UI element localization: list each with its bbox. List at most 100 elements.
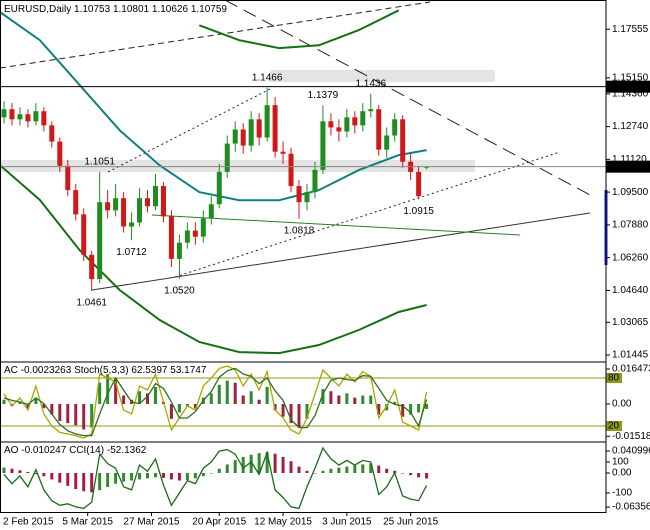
- candle-body: [288, 153, 294, 187]
- trend-line: [224, 0, 593, 197]
- histogram-bar: [361, 395, 365, 404]
- histogram-bar: [361, 464, 365, 474]
- header-item: 1.10626: [152, 4, 189, 15]
- indicator-line: [3, 367, 428, 437]
- candle-body: [392, 119, 398, 136]
- candle-body: [192, 230, 198, 237]
- histogram-bar: [353, 397, 357, 404]
- histogram-bar: [313, 473, 317, 474]
- y2-tick-label: -100: [612, 488, 632, 499]
- candle-body: [49, 125, 55, 142]
- histogram-bar: [369, 463, 373, 474]
- histogram-bar: [50, 473, 54, 480]
- histogram-bar: [18, 401, 22, 404]
- y-tick-label: 0.00: [612, 399, 632, 410]
- candle-body: [184, 230, 190, 243]
- histogram-bar: [345, 393, 349, 404]
- histogram-bar: [417, 403, 421, 413]
- histogram-bar: [153, 473, 157, 478]
- histogram-bar: [385, 468, 389, 474]
- histogram-bar: [257, 399, 261, 404]
- histogram-bar: [50, 403, 54, 415]
- histogram-bar: [425, 473, 429, 479]
- y-tick-label: 0.016473: [612, 364, 650, 375]
- histogram-bar: [26, 403, 30, 409]
- histogram-bar: [393, 401, 397, 404]
- histogram-bar: [313, 403, 317, 405]
- price-annotation: 1.1436: [355, 78, 386, 89]
- histogram-bar: [98, 382, 102, 404]
- histogram-bar: [425, 403, 429, 409]
- candle-body: [121, 198, 127, 227]
- trend-line: [91, 212, 591, 291]
- y-tick-label: 1.03065: [612, 317, 649, 328]
- candle-body: [224, 143, 230, 172]
- histogram-bar: [289, 461, 293, 474]
- header-item: EURUSD,Daily: [4, 4, 71, 15]
- histogram-bar: [161, 473, 165, 478]
- histogram-bar: [329, 468, 333, 474]
- y-tick-label: 1.17555: [612, 24, 649, 35]
- x-tick-label: 27 Mar 2015: [123, 517, 180, 528]
- candle-body: [280, 151, 286, 154]
- header-item: AO: [4, 445, 19, 456]
- histogram-bar: [377, 465, 381, 474]
- candle-body: [57, 141, 63, 166]
- candle-body: [240, 129, 246, 146]
- histogram-bar: [42, 473, 46, 477]
- histogram-bar: [265, 386, 269, 404]
- price-annotation: 1.0712: [116, 247, 147, 258]
- candle-body: [73, 190, 79, 215]
- histogram-bar: [225, 380, 229, 404]
- y-tick-label: 1.14360: [612, 88, 649, 99]
- histogram-bar: [345, 466, 349, 474]
- histogram-bar: [58, 473, 62, 483]
- histogram-bar: [241, 456, 245, 474]
- candle-body: [17, 114, 23, 120]
- histogram-bar: [2, 467, 6, 474]
- histogram-bar: [249, 454, 253, 474]
- candle-body: [25, 114, 31, 122]
- histogram-bar: [289, 403, 293, 424]
- header-item: CCI(14): [69, 445, 104, 456]
- candle-body: [304, 192, 310, 203]
- candle-body: [145, 198, 151, 207]
- histogram-bar: [401, 403, 405, 417]
- histogram-bar: [114, 473, 118, 484]
- histogram-bar: [106, 374, 110, 404]
- histogram-bar: [114, 378, 118, 404]
- x-tick-label: 5 Mar 2015: [62, 517, 113, 528]
- histogram-bar: [98, 473, 102, 491]
- histogram-bar: [321, 470, 325, 474]
- histogram-bar: [193, 473, 197, 479]
- frame: [0, 0, 607, 513]
- histogram-bar: [90, 403, 94, 428]
- x-tick-label: 12 May 2015: [254, 517, 312, 528]
- histogram-bar: [146, 393, 150, 404]
- histogram-bar: [305, 403, 309, 419]
- trend-line: [107, 87, 273, 173]
- histogram-bar: [74, 403, 78, 426]
- histogram-bar: [122, 473, 126, 482]
- histogram-bar: [58, 403, 62, 422]
- price-annotation: 1.0818: [284, 225, 315, 236]
- histogram-bar: [377, 403, 381, 415]
- price-annotation: 1.1466: [252, 72, 283, 83]
- plot-layer: 1.17555 1.15150 1.14360 1.12740 1.11120 1.095…: [0, 4, 650, 528]
- y2-tick-label: 100: [612, 457, 629, 468]
- candle-body: [368, 109, 374, 112]
- histogram-bar: [281, 403, 285, 417]
- current-price-label: 1.10759: [610, 161, 647, 172]
- histogram-bar: [42, 403, 46, 409]
- histogram-bar: [26, 471, 30, 474]
- histogram-bar: [130, 473, 134, 481]
- candle-body: [360, 111, 366, 126]
- candle-body: [248, 119, 254, 146]
- candle-body: [256, 119, 262, 138]
- candle-body: [9, 109, 15, 120]
- header-item: 62.5397: [131, 365, 168, 376]
- x-tick-label: 25 Jun 2015: [383, 517, 438, 528]
- candle-body: [152, 186, 158, 207]
- y-tick-label: 0.00: [612, 468, 632, 479]
